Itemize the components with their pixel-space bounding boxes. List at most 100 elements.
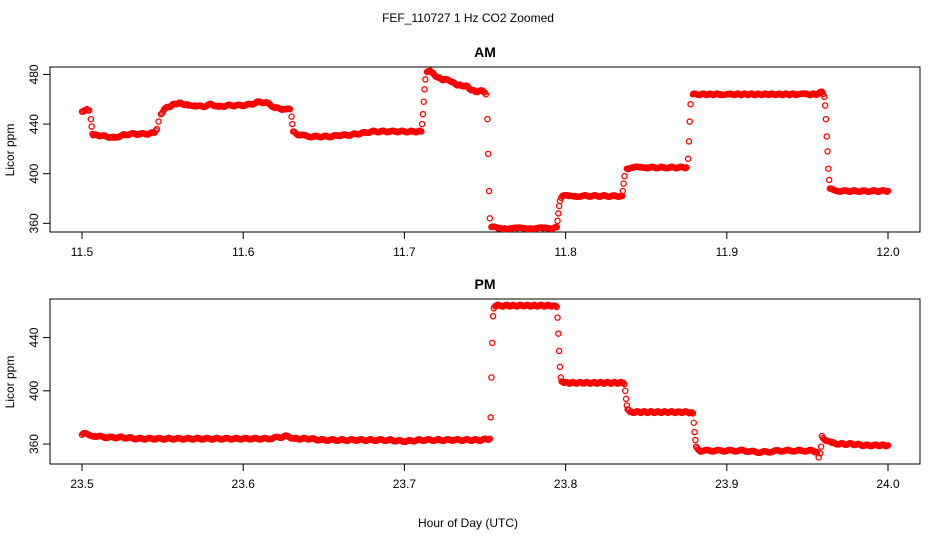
pm-x-ticks: 23.5 23.6 23.7 23.8 23.9 24.0 [70, 464, 900, 491]
am-data-point [288, 113, 295, 120]
am-data-point [619, 187, 627, 195]
am-y-tick-label: 440 [27, 114, 41, 134]
am-data-point [153, 125, 161, 133]
pm-x-tick-label: 24.0 [876, 477, 900, 491]
pm-data-point [817, 443, 825, 450]
pm-data-point [485, 436, 493, 443]
am-data-point [825, 176, 833, 184]
pm-data-points [78, 301, 892, 461]
am-data-point [684, 155, 692, 163]
pm-x-tick-label: 23.8 [554, 477, 578, 491]
am-x-tick-label: 11.6 [232, 245, 255, 259]
am-data-point [554, 217, 561, 225]
am-data-point [289, 120, 296, 128]
am-data-point [482, 91, 490, 98]
am-data-point [556, 197, 564, 205]
am-x-ticks: 11.5 11.6 11.7 11.8 11.9 12.0 [71, 232, 900, 259]
pm-data-point [488, 374, 495, 381]
pm-data-point [555, 330, 562, 337]
pm-data-point [552, 302, 559, 310]
pm-data-point [556, 363, 564, 371]
am-data-point [821, 102, 829, 109]
am-y-ticks: 360 400 440 480 [27, 64, 50, 233]
pm-y-ticks: 360 400 440 [27, 327, 50, 454]
am-data-point [422, 76, 429, 83]
am-data-point [419, 110, 427, 118]
am-x-tick-label: 12.0 [876, 245, 900, 259]
am-data-point [420, 98, 427, 105]
pm-panel-title: PM [475, 276, 496, 292]
am-data-point [823, 133, 830, 140]
am-data-point [620, 180, 627, 187]
am-data-point [484, 115, 491, 123]
am-data-point [621, 172, 628, 180]
pm-panel: PM Licor ppm 23.5 23.6 23.7 23.8 23.9 24.0 36… [3, 276, 921, 491]
am-data-point [87, 115, 95, 123]
pm-plot-frame [49, 298, 921, 465]
pm-data-point [884, 442, 892, 449]
am-x-tick-label: 11.8 [554, 245, 577, 259]
pm-data-point [489, 339, 496, 347]
pm-data-point [487, 414, 494, 421]
pm-data-point [555, 347, 563, 355]
am-data-point [418, 128, 425, 135]
am-x-tick-label: 11.7 [393, 245, 416, 259]
am-data-point [822, 115, 830, 123]
am-plot-frame [49, 66, 921, 233]
pm-data-point [554, 314, 561, 321]
pm-y-tick-label: 400 [27, 380, 41, 400]
am-data-point [687, 100, 694, 108]
pm-y-axis-label: Licor ppm [3, 356, 17, 409]
am-y-axis-label: Licor ppm [3, 124, 17, 177]
am-data-point [82, 107, 89, 114]
am-data-point [286, 105, 294, 113]
pm-data-point [817, 450, 824, 457]
am-panel-title: AM [474, 44, 496, 60]
am-data-point [553, 223, 560, 231]
pm-data-point [688, 409, 696, 416]
am-data-point [421, 86, 428, 93]
pm-x-tick-label: 23.6 [232, 477, 256, 491]
am-data-point [86, 107, 93, 114]
am-y-tick-label: 400 [27, 163, 41, 183]
am-data-point [825, 165, 832, 172]
am-y-tick-label: 480 [27, 64, 41, 84]
am-data-point [484, 150, 492, 158]
pm-data-point [689, 410, 697, 417]
am-data-points [78, 67, 892, 233]
pm-data-point [553, 303, 560, 311]
am-data-point [686, 118, 693, 125]
figure-title: FEF_110727 1 Hz CO2 Zoomed [382, 11, 554, 25]
am-x-tick-label: 11.5 [71, 245, 94, 259]
am-data-point [884, 187, 892, 195]
pm-x-tick-label: 23.9 [715, 477, 739, 491]
pm-data-point [692, 436, 699, 444]
am-y-tick-label: 360 [27, 213, 41, 233]
am-data-point [555, 210, 562, 217]
am-data-point [685, 138, 693, 145]
pm-x-tick-label: 23.5 [70, 477, 94, 491]
x-axis-label: Hour of Day (UTC) [418, 516, 518, 530]
pm-data-point [691, 428, 698, 436]
am-x-tick-label: 11.9 [716, 245, 739, 259]
pm-y-tick-label: 440 [27, 327, 41, 347]
am-data-point [418, 120, 426, 128]
pm-data-point [619, 379, 627, 386]
pm-data-point [621, 380, 628, 388]
am-data-point [88, 123, 95, 130]
pm-data-point [690, 419, 698, 426]
am-data-point [824, 148, 831, 155]
pm-data-point [489, 313, 497, 320]
pm-y-tick-label: 360 [27, 434, 41, 454]
pm-x-tick-label: 23.7 [393, 477, 417, 491]
am-data-point [155, 118, 162, 125]
pm-data-point [486, 435, 494, 442]
am-data-point [821, 93, 828, 101]
pm-data-point [622, 395, 630, 403]
am-data-point [683, 164, 690, 171]
am-panel: AM Licor ppm 11.5 11.6 11.7 11.8 11.9 12.0 36… [3, 44, 921, 259]
pm-data-point [621, 387, 629, 395]
am-data-point [485, 187, 493, 195]
